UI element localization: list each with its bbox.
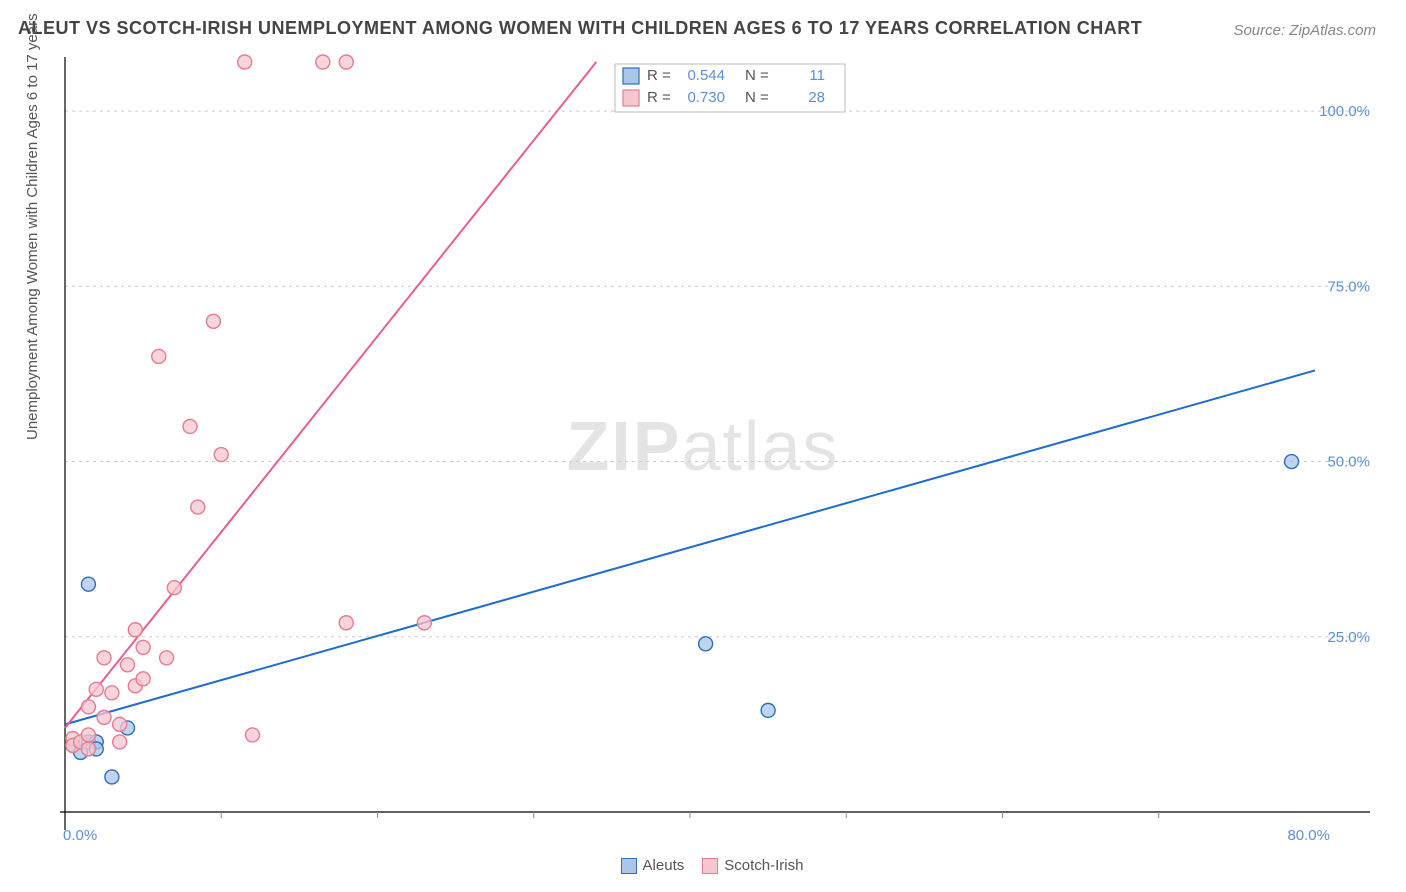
svg-text:50.0%: 50.0% xyxy=(1327,454,1370,471)
svg-text:75.0%: 75.0% xyxy=(1327,278,1370,295)
svg-text:N =: N = xyxy=(745,89,769,106)
legend-label: Scotch-Irish xyxy=(724,857,803,874)
source-attribution: Source: ZipAtlas.com xyxy=(1233,22,1376,39)
y-axis-label: Unemployment Among Women with Children A… xyxy=(24,13,41,440)
scatter-plot: 25.0% 50.0% 75.0% 100.0% 0.0% 80.0% R = 0.544 N … xyxy=(55,52,1375,842)
svg-text:0.730: 0.730 xyxy=(687,89,725,106)
svg-text:R =: R = xyxy=(647,89,671,106)
chart-title: ALEUT VS SCOTCH-IRISH UNEMPLOYMENT AMONG… xyxy=(18,18,1142,39)
svg-text:25.0%: 25.0% xyxy=(1327,629,1370,646)
svg-text:100.0%: 100.0% xyxy=(1319,103,1370,120)
legend-label: Aleuts xyxy=(643,857,685,874)
svg-text:11: 11 xyxy=(809,67,825,84)
svg-text:0.544: 0.544 xyxy=(687,67,725,84)
svg-text:N =: N = xyxy=(745,67,769,84)
bottom-legend: Aleuts Scotch-Irish xyxy=(0,857,1406,874)
svg-text:R =: R = xyxy=(647,67,671,84)
legend-swatch xyxy=(702,858,718,874)
legend-swatch xyxy=(621,858,637,874)
svg-text:0.0%: 0.0% xyxy=(63,827,97,842)
svg-text:28: 28 xyxy=(808,89,825,106)
svg-text:80.0%: 80.0% xyxy=(1287,827,1330,842)
